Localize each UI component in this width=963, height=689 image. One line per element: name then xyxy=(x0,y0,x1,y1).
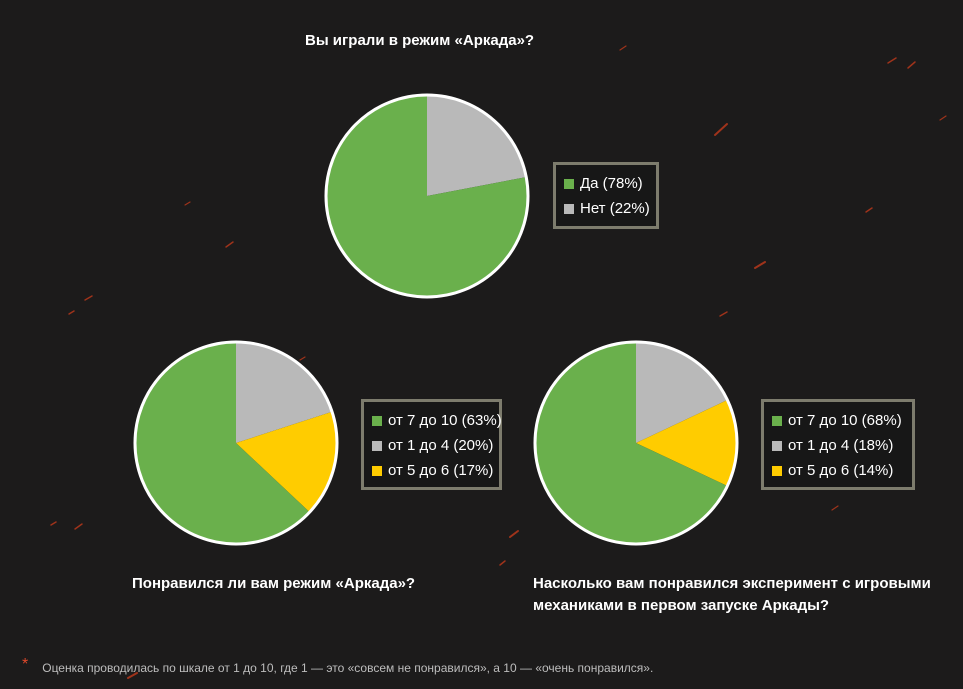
chart-2-legend-swatch-3 xyxy=(372,465,382,476)
chart-1-legend-item-1: Да (78%) xyxy=(564,171,648,196)
footnote-asterisk: * xyxy=(22,656,29,673)
chart-2-legend-swatch-1 xyxy=(372,415,382,426)
chart-3-legend-item-3: от 5 до 6 (14%) xyxy=(772,458,904,483)
chart-1-legend-label-1: Да (78%) xyxy=(580,175,643,192)
chart-3-legend-swatch-2 xyxy=(772,440,782,451)
chart-1-legend: Да (78%) Нет (22%) xyxy=(553,162,659,229)
chart-3-legend-label-2: от 1 до 4 (18%) xyxy=(788,437,894,454)
chart-2-legend-label-2: от 1 до 4 (20%) xyxy=(388,437,494,454)
chart-2-title: Понравился ли вам режим «Аркада»? xyxy=(132,575,416,592)
chart-3-legend-label-3: от 5 до 6 (14%) xyxy=(788,462,894,479)
chart-2-legend-label-3: от 5 до 6 (17%) xyxy=(388,462,494,479)
chart-2-legend-item-2: от 1 до 4 (20%) xyxy=(372,433,494,458)
chart-3-legend: от 7 до 10 (68%) от 1 до 4 (18%) от 5 до 6… xyxy=(761,399,915,490)
chart-3-legend-item-2: от 1 до 4 (18%) xyxy=(772,433,904,458)
chart-2-legend-swatch-2 xyxy=(372,440,382,451)
chart-2-legend-item-3: от 5 до 6 (17%) xyxy=(372,458,494,483)
footnote-text: Оценка проводилась по шкале от 1 до 10, … xyxy=(42,661,654,675)
chart-1-title: Вы играли в режим «Аркада»? xyxy=(305,32,535,49)
chart-2-legend-item-1: от 7 до 10 (63%) xyxy=(372,408,502,433)
chart-1-legend-swatch-2 xyxy=(564,203,574,214)
chart-3-legend-swatch-1 xyxy=(772,415,782,426)
chart-3-legend-label-1: от 7 до 10 (68%) xyxy=(788,412,902,429)
chart-2-legend: от 7 до 10 (63%) от 1 до 4 (20%) от 5 до 6… xyxy=(361,399,502,490)
chart-1-legend-swatch-1 xyxy=(564,178,574,189)
chart-3-legend-item-1: от 7 до 10 (68%) xyxy=(772,408,904,433)
chart-2-legend-label-1: от 7 до 10 (63%) xyxy=(388,412,502,429)
chart-1-legend-label-2: Нет (22%) xyxy=(580,200,650,217)
footnote: * Оценка проводилась по шкале от 1 до 10… xyxy=(22,656,654,677)
chart-3-legend-swatch-3 xyxy=(772,465,782,476)
chart-3-title: Насколько вам понравился эксперимент с и… xyxy=(533,575,931,614)
chart-1-legend-item-2: Нет (22%) xyxy=(564,196,650,221)
